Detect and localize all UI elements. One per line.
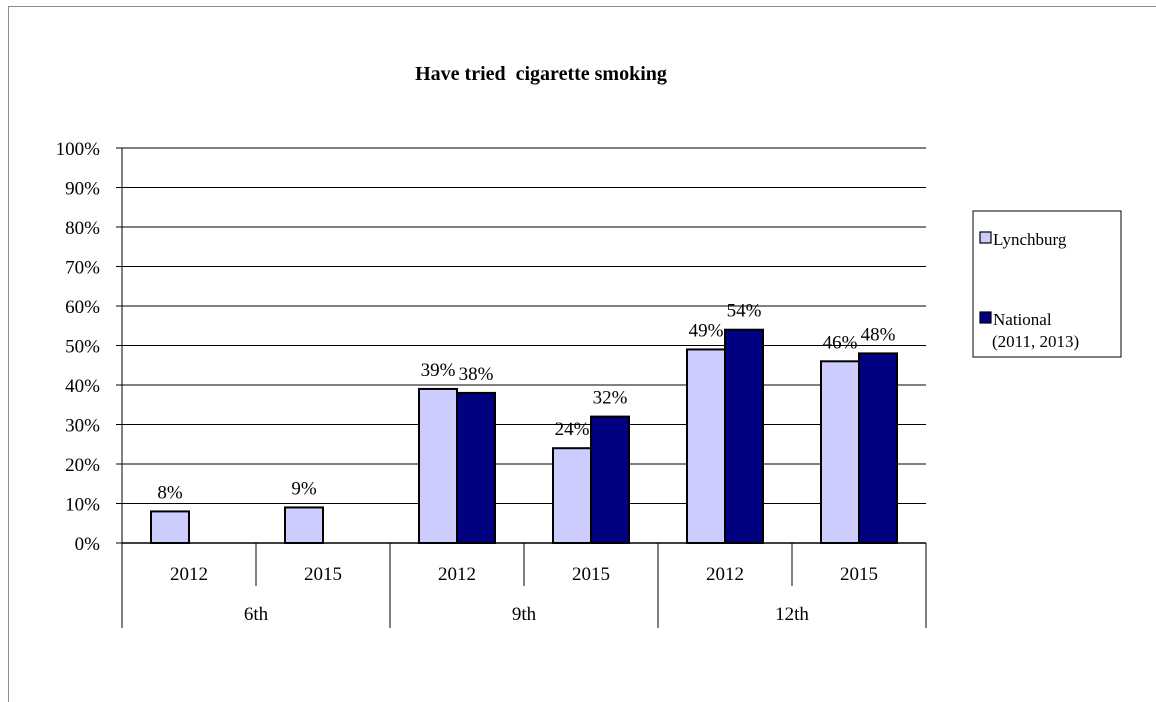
data-label: 32% <box>593 388 628 409</box>
legend-box <box>972 210 1122 358</box>
bar-lynchburg <box>820 360 860 544</box>
bar-national <box>858 352 898 544</box>
x-axis: 2012 2015 2012 2015 2012 2015 6th 9th 12th <box>121 542 927 628</box>
legend-swatch <box>979 231 992 244</box>
y-axis: 0% 10% 20% 30% 40% 50% 60% 70% 80% 90% 100% <box>56 139 123 555</box>
bar-national <box>590 415 630 545</box>
y-tick-label: 100% <box>56 139 101 160</box>
data-label: 46% <box>823 332 858 353</box>
group-label: 12th <box>775 604 809 625</box>
bar-lynchburg <box>418 387 458 545</box>
y-tick-label: 30% <box>65 416 100 437</box>
legend: Lynchburg National (2011, 2013) <box>972 210 1122 358</box>
y-tick-label: 50% <box>65 337 100 358</box>
data-label: 49% <box>689 320 724 341</box>
y-tick-label: 90% <box>65 179 100 200</box>
category-label: 2015 <box>572 564 610 585</box>
y-tick-label: 80% <box>65 218 100 239</box>
legend-swatch <box>979 311 992 324</box>
data-label: 24% <box>555 419 590 440</box>
category-label: 2015 <box>840 564 878 585</box>
bar-lynchburg <box>284 506 324 545</box>
bars: 8% 9% 39% 24% 49% 46% 38% 32% 54% 48% <box>150 301 898 545</box>
y-tick-label: 60% <box>65 297 100 318</box>
group-label: 6th <box>244 604 269 625</box>
legend-label: National <box>993 310 1052 329</box>
data-label: 8% <box>157 482 183 503</box>
category-label: 2012 <box>170 564 208 585</box>
bar-national <box>456 391 496 544</box>
category-label: 2015 <box>304 564 342 585</box>
legend-label: Lynchburg <box>993 230 1067 249</box>
chart-title: Have tried cigarette smoking <box>415 63 667 85</box>
y-tick-label: 10% <box>65 495 100 516</box>
data-label: 38% <box>459 364 494 385</box>
legend-label: (2011, 2013) <box>992 332 1079 351</box>
chart-frame <box>8 6 1156 702</box>
data-label: 48% <box>861 324 896 345</box>
bar-lynchburg <box>552 447 592 545</box>
bar-national <box>724 328 764 545</box>
y-tick-label: 20% <box>65 455 100 476</box>
gridlines <box>122 147 926 504</box>
bar-lynchburg <box>686 348 726 545</box>
category-label: 2012 <box>706 564 744 585</box>
y-tick-label: 40% <box>65 376 100 397</box>
y-tick-label: 0% <box>75 534 101 555</box>
category-label: 2012 <box>438 564 476 585</box>
data-label: 54% <box>727 301 762 322</box>
group-label: 9th <box>512 604 537 625</box>
bar-lynchburg <box>150 510 190 544</box>
data-label: 9% <box>291 478 317 499</box>
data-label: 39% <box>421 360 456 381</box>
y-tick-label: 70% <box>65 258 100 279</box>
